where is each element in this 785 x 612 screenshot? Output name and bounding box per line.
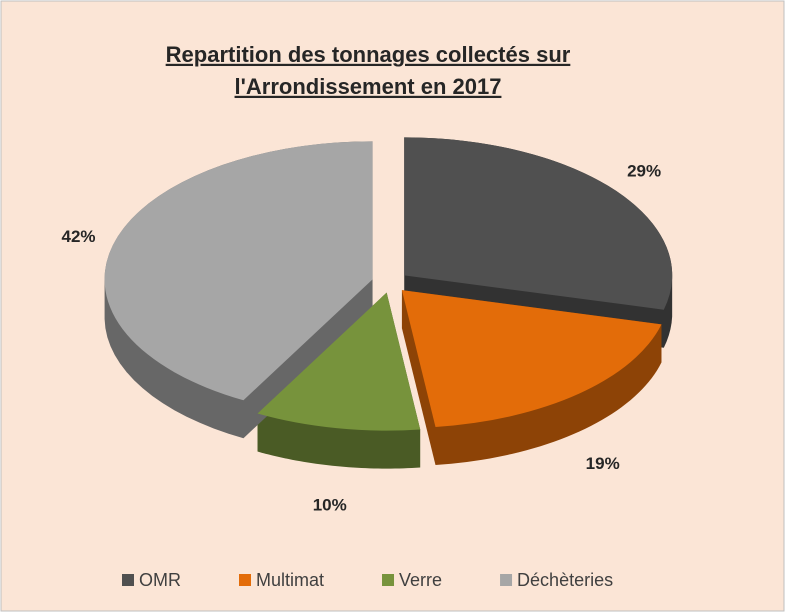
legend-swatch [122, 574, 134, 586]
chart-title: Repartition des tonnages collectés sur [166, 42, 571, 67]
data-label: 29% [627, 162, 661, 181]
pie-slice [401, 290, 662, 428]
chart-title: l'Arrondissement en 2017 [235, 74, 502, 99]
legend-swatch [500, 574, 513, 586]
data-label: 42% [61, 227, 95, 246]
legend-label: OMR [139, 570, 181, 590]
legend-swatch [382, 574, 395, 586]
slice-tops [104, 137, 673, 431]
legend-label: Multimat [256, 570, 324, 590]
legend-label: Déchèteries [517, 570, 613, 590]
legend-label: Verre [399, 570, 442, 590]
legend: OMR Multimat Verre Déchèteries [122, 570, 613, 590]
data-label: 10% [313, 496, 347, 515]
pie-slice [404, 137, 673, 310]
pie-slice [104, 141, 373, 401]
data-labels: 29% 19% 10% 42% [61, 162, 661, 515]
pie-slice [257, 292, 421, 431]
data-label: 19% [586, 454, 620, 473]
legend-swatch [239, 574, 251, 586]
